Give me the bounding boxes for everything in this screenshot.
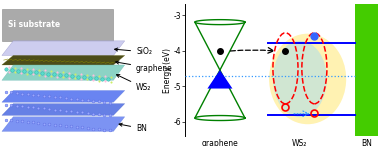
Text: WS₂: WS₂ [116,75,152,92]
Y-axis label: Energy (eV): Energy (eV) [163,48,172,93]
Text: Si substrate: Si substrate [8,20,60,29]
Ellipse shape [273,41,327,117]
Polygon shape [208,70,232,88]
Bar [355,4,378,136]
Text: SiO₂: SiO₂ [115,47,152,56]
Text: graphene: graphene [116,61,173,73]
Polygon shape [2,9,113,41]
Polygon shape [2,41,125,55]
Polygon shape [2,65,125,80]
Polygon shape [2,104,125,115]
Polygon shape [2,91,125,102]
Polygon shape [2,55,125,65]
Text: BN: BN [119,123,147,133]
Polygon shape [2,117,125,131]
Ellipse shape [269,34,346,124]
